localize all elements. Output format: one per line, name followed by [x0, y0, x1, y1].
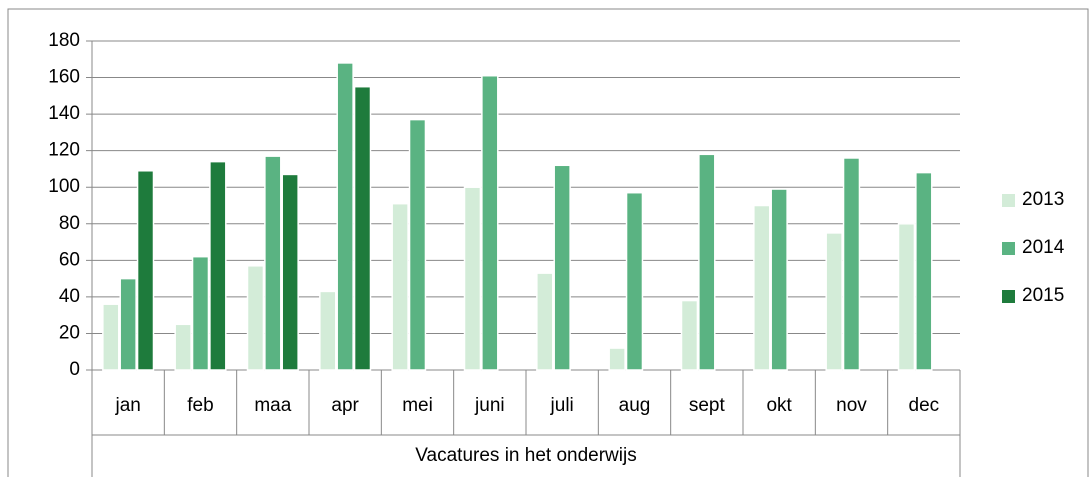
y-tick-label: 120 [48, 140, 80, 161]
x-tick-label: jan [114, 395, 140, 416]
y-tick-label: 100 [48, 176, 80, 197]
bar [408, 118, 427, 371]
legend-label: 2013 [1022, 189, 1064, 210]
bar [281, 173, 299, 371]
y-tick-label: 60 [59, 249, 80, 270]
x-tick-label: feb [187, 395, 213, 416]
bar [191, 255, 210, 371]
x-tick-label: nov [836, 395, 867, 416]
bar [391, 202, 409, 371]
bar [481, 74, 499, 371]
bar [264, 155, 282, 371]
bar [825, 232, 843, 371]
x-tick-label: juni [474, 395, 505, 416]
x-tick-label: sept [689, 395, 726, 416]
bar [625, 191, 644, 371]
chart-border [7, 8, 1089, 477]
x-tick-label: dec [909, 395, 940, 416]
legend-label: 2015 [1022, 285, 1064, 306]
x-tick-label: maa [254, 395, 291, 416]
bar [897, 223, 916, 371]
bar [353, 85, 372, 371]
x-tick-label: juli [550, 395, 574, 416]
x-tick-label: okt [766, 395, 792, 416]
bar [536, 272, 554, 371]
y-tick-label: 0 [69, 359, 80, 380]
bar [915, 171, 933, 371]
bar [553, 164, 571, 371]
y-tick-label: 40 [59, 286, 80, 307]
bar [174, 323, 192, 371]
bar [680, 299, 699, 371]
x-tick-label: apr [331, 395, 359, 416]
x-tick-label: aug [619, 395, 651, 416]
bar [842, 157, 861, 371]
y-tick-label: 20 [59, 322, 80, 343]
bar [336, 62, 354, 371]
x-tick-label: mei [402, 395, 433, 416]
y-tick-label: 80 [59, 213, 80, 234]
bar [698, 153, 716, 371]
y-tick-label: 160 [48, 67, 80, 88]
y-tick-label: 180 [48, 30, 80, 51]
y-tick-label: 140 [48, 103, 80, 124]
x-group-label: Vacatures in het onderwijs [415, 445, 636, 466]
legend-swatch [1002, 194, 1015, 207]
legend-label: 2014 [1022, 237, 1065, 258]
bar [136, 170, 155, 371]
bar [246, 265, 265, 371]
bar [463, 186, 482, 371]
bar [209, 160, 227, 371]
bar [753, 204, 771, 371]
bar [319, 290, 337, 371]
legend-swatch [1002, 290, 1015, 303]
bar [102, 303, 120, 371]
bar [770, 188, 788, 371]
bar [119, 277, 137, 371]
legend-swatch [1002, 242, 1015, 255]
bar [608, 347, 626, 371]
